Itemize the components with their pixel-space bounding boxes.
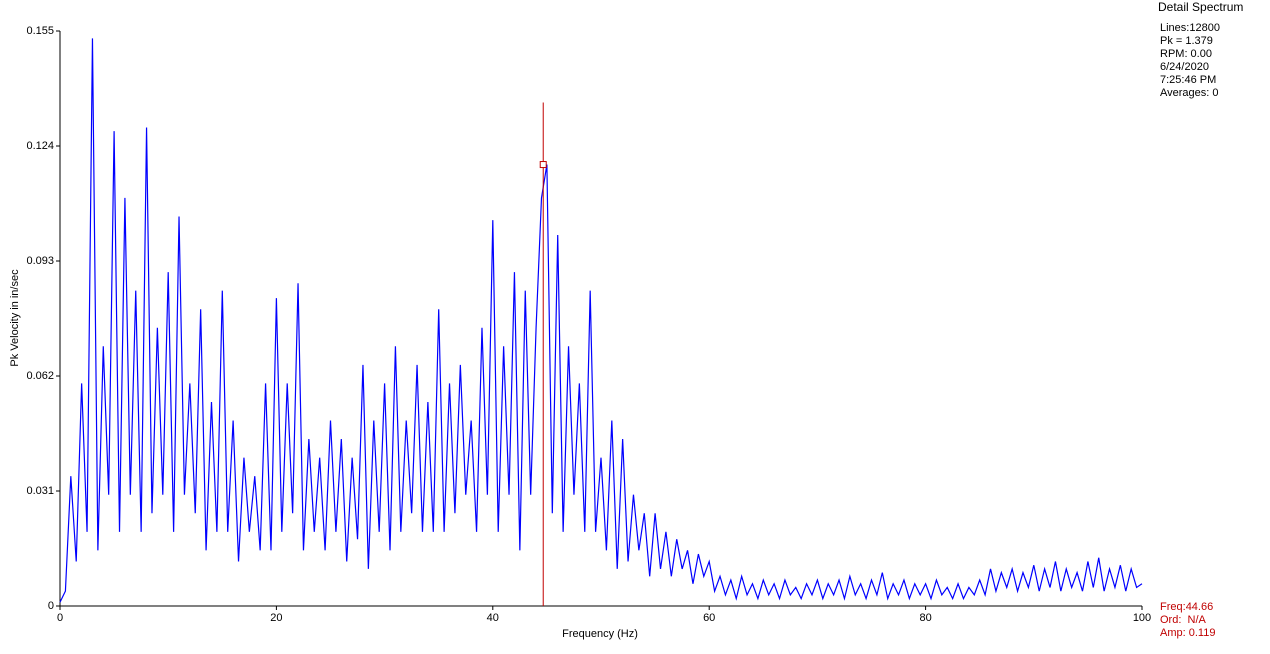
spectrum-line <box>59 38 1143 603</box>
cursor-freq-label: Freq: <box>1160 601 1186 613</box>
info-line: RPM: 0.00 <box>1160 48 1212 60</box>
y-tick-label: 0.124 <box>26 140 54 152</box>
x-tick-label: 0 <box>57 612 63 624</box>
info-line: Lines:12800 <box>1160 22 1220 34</box>
info-line: Pk = 1.379 <box>1160 35 1213 47</box>
cursor-freq-value: 44.66 <box>1186 601 1214 613</box>
x-tick-label: 80 <box>919 612 931 624</box>
x-tick-label: 100 <box>1133 612 1151 624</box>
info-line: 6/24/2020 <box>1160 61 1209 73</box>
cursor-marker <box>539 161 547 169</box>
x-tick-label: 40 <box>487 612 499 624</box>
y-axis-label: Pk Velocity in in/sec <box>9 269 21 367</box>
y-tick-label: 0.155 <box>26 25 54 37</box>
cursor-ord: Ord: N/A <box>1160 614 1207 626</box>
cursor-amp-label: Amp: <box>1160 627 1189 639</box>
cursor-amp: Amp: 0.119 <box>1160 627 1215 639</box>
chart-title: Detail Spectrum <box>1158 0 1243 14</box>
y-tick-label: 0 <box>48 600 54 612</box>
x-tick-label: 20 <box>270 612 282 624</box>
x-tick-label: 60 <box>703 612 715 624</box>
y-tick-label: 0.062 <box>26 370 54 382</box>
cursor-freq: Freq:44.66 <box>1160 601 1213 613</box>
x-axis-label: Frequency (Hz) <box>562 628 638 640</box>
cursor-amp-value: 0.119 <box>1189 627 1216 639</box>
info-line: 7:25:46 PM <box>1160 74 1216 86</box>
y-tick-label: 0.093 <box>26 255 54 267</box>
info-line: Averages: 0 <box>1160 87 1219 99</box>
y-tick-label: 0.031 <box>26 485 54 497</box>
